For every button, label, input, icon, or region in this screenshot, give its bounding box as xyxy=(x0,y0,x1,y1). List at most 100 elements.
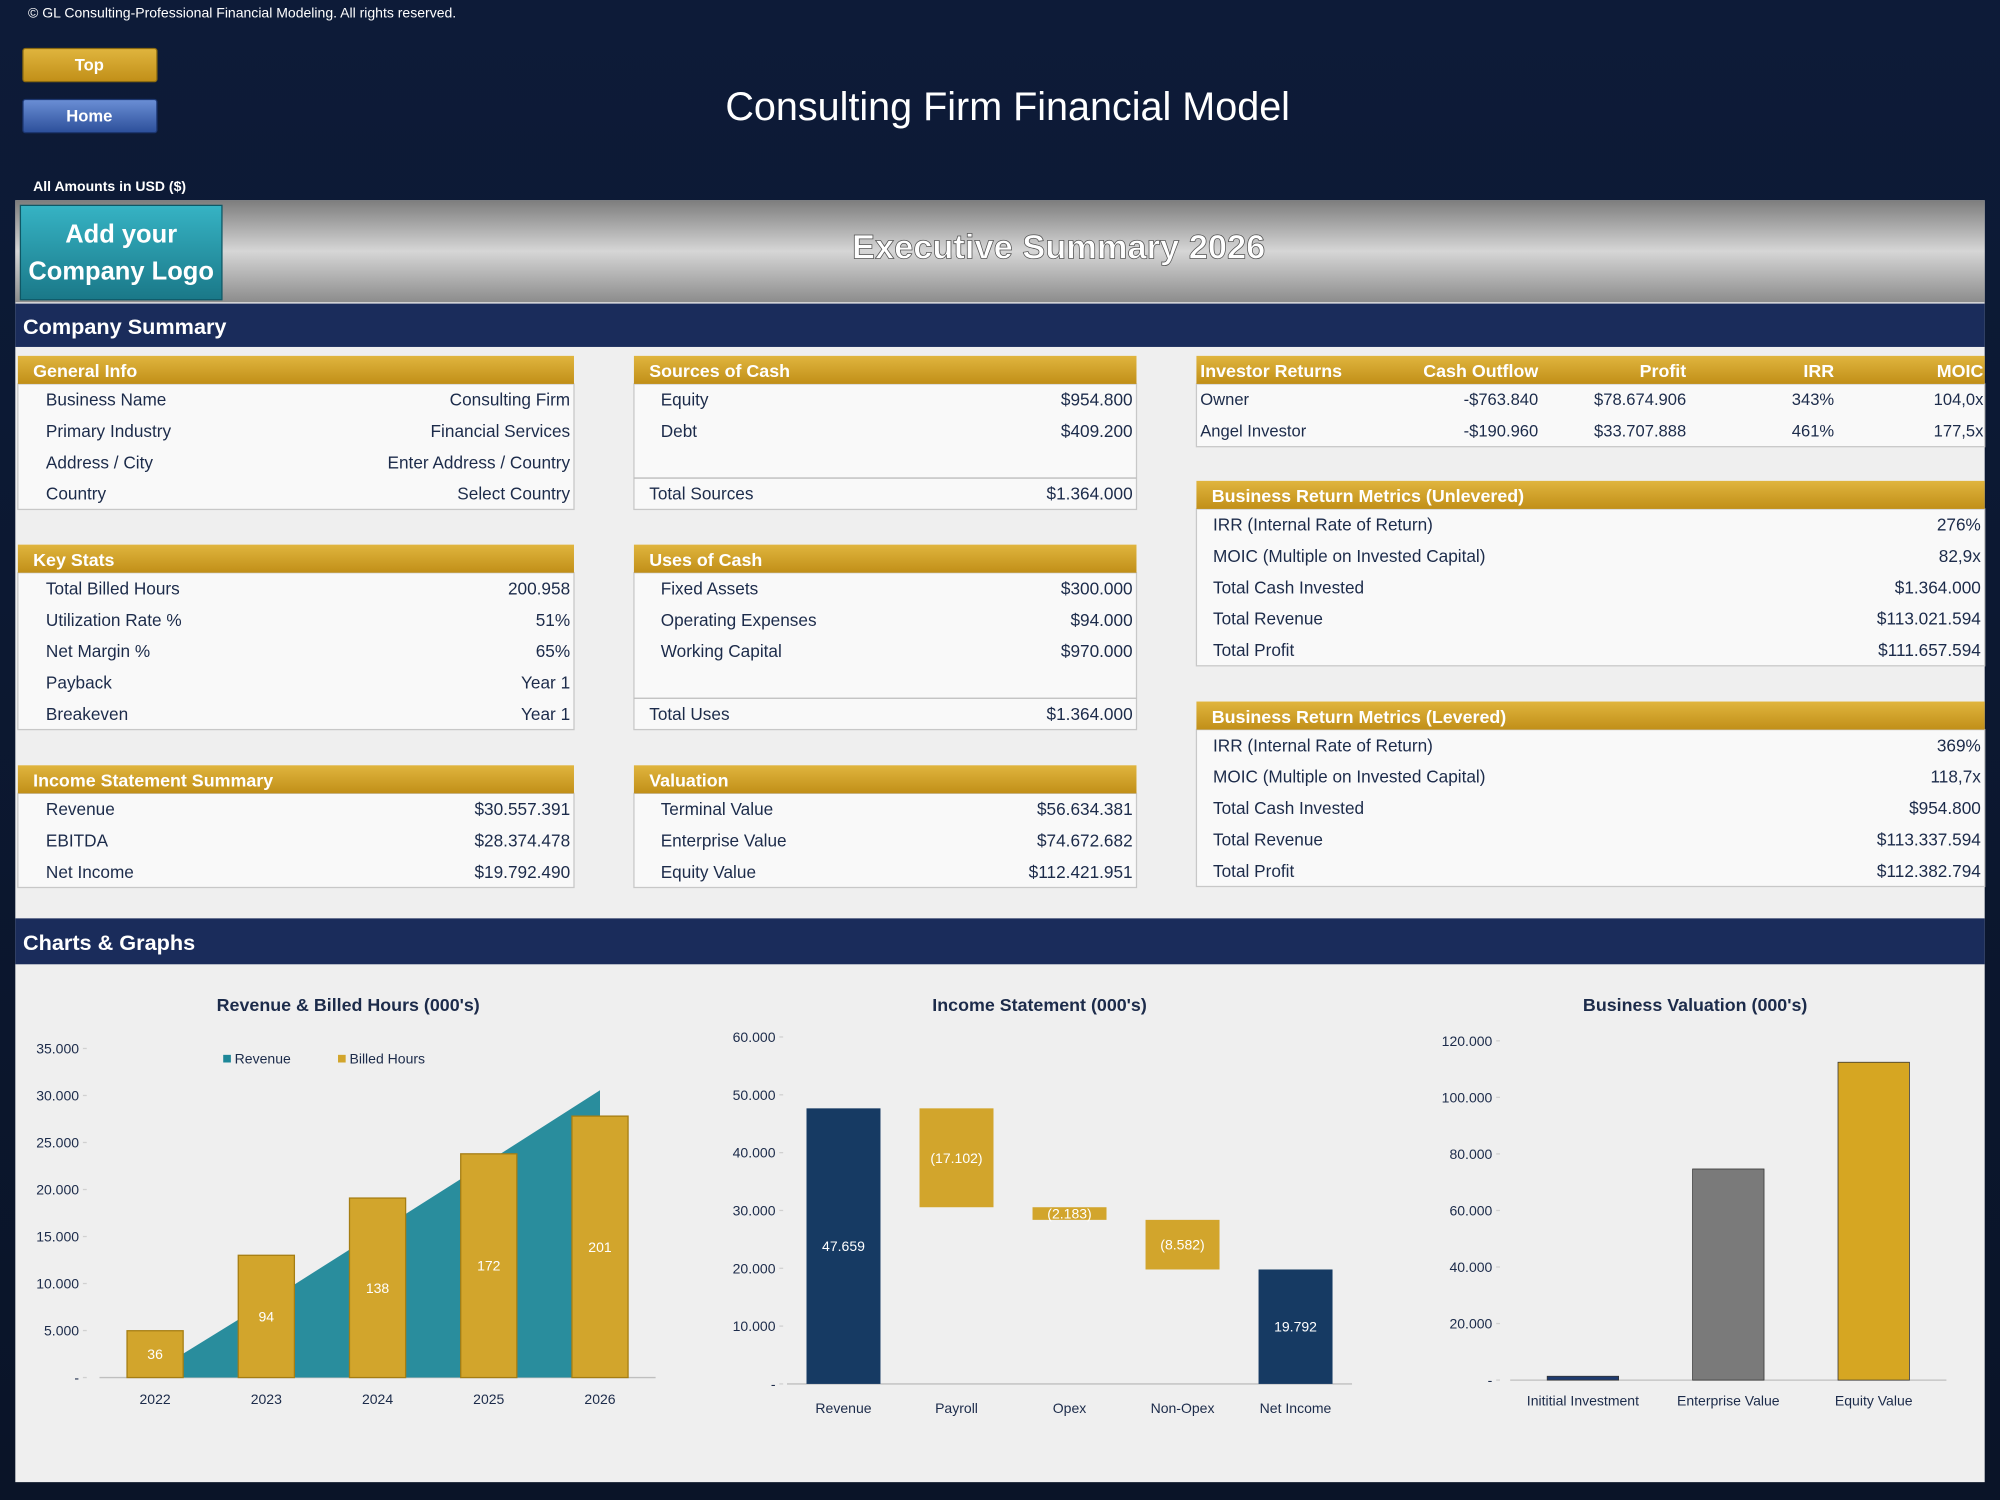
row-label: MOIC (Multiple on Invested Capital) xyxy=(1213,546,1485,566)
row-label: Total Revenue xyxy=(1213,609,1323,629)
x-tick-label: 2026 xyxy=(584,1391,615,1407)
row-value: $94.000 xyxy=(1070,610,1132,630)
y-tick-label: 10.000 xyxy=(733,1318,776,1334)
table-header xyxy=(17,765,574,794)
row-label: Fixed Assets xyxy=(661,578,759,598)
table-title: Sources of Cash xyxy=(649,361,790,381)
home-button-label[interactable]: Home xyxy=(66,107,112,126)
row-label: Total Billed Hours xyxy=(46,578,180,598)
row-value: 200.958 xyxy=(508,578,570,598)
row-value: Select Country xyxy=(457,484,570,504)
data-label: (2.183) xyxy=(1047,1206,1091,1222)
legend-label: Revenue xyxy=(235,1051,291,1067)
bar xyxy=(1145,1219,1220,1270)
data-label: 201 xyxy=(588,1239,612,1255)
row-label: IRR (Internal Rate of Return) xyxy=(1213,735,1433,755)
y-tick-label: 40.000 xyxy=(1449,1259,1492,1275)
data-label: (17.102) xyxy=(930,1150,982,1166)
y-tick-label: - xyxy=(771,1376,776,1392)
row-value: 118,7x xyxy=(1930,767,1981,787)
legend-label: Billed Hours xyxy=(349,1051,425,1067)
row-value: $1.364.000 xyxy=(1895,577,1981,597)
legend-swatch xyxy=(223,1054,231,1063)
data-label: 172 xyxy=(477,1258,501,1274)
data-label: 36 xyxy=(147,1346,163,1362)
y-tick-label: 25.000 xyxy=(36,1134,79,1150)
row-value: 276% xyxy=(1937,515,1981,535)
row-value: $113.021.594 xyxy=(1877,609,1981,629)
column-header: IRR xyxy=(1803,361,1834,381)
table-title: Uses of Cash xyxy=(649,550,762,570)
column-header: Investor Returns xyxy=(1200,361,1342,381)
row-label: Terminal Value xyxy=(661,799,774,819)
row-label: Utilization Rate % xyxy=(46,610,182,630)
logo-text: Add your xyxy=(65,221,177,249)
bar xyxy=(237,1254,296,1379)
row-value: $28.374.478 xyxy=(474,830,570,850)
table-header xyxy=(1196,701,1985,730)
table-title: Business Return Metrics (Levered) xyxy=(1212,707,1507,727)
x-tick-label: Non-Opex xyxy=(1151,1400,1215,1416)
row-label: Total Profit xyxy=(1213,861,1294,881)
x-tick-label: Revenue xyxy=(815,1400,871,1416)
bar xyxy=(1258,1269,1333,1384)
row-label: Total Revenue xyxy=(1213,829,1323,849)
top-button[interactable] xyxy=(22,47,158,83)
total-label: Total Sources xyxy=(649,484,753,504)
row-label: IRR (Internal Rate of Return) xyxy=(1213,515,1433,535)
table-body xyxy=(1195,383,1986,448)
chart-title: Business Valuation (000's) xyxy=(1583,995,1807,1015)
table-title: General Info xyxy=(33,361,137,381)
x-tick-label: Net Income xyxy=(1260,1400,1332,1416)
y-tick-label: 80.000 xyxy=(1449,1146,1492,1162)
currency-note: All Amounts in USD ($) xyxy=(33,178,186,194)
section-bar xyxy=(15,303,1985,347)
y-tick-label: 60.000 xyxy=(733,1029,776,1045)
row-label: Working Capital xyxy=(661,641,782,661)
x-tick-label: 2025 xyxy=(473,1391,504,1407)
column-header: Profit xyxy=(1640,361,1687,381)
row-label: Net Income xyxy=(46,862,134,882)
x-tick-label: Enterprise Value xyxy=(1677,1393,1780,1409)
page-title: Consulting Firm Financial Model xyxy=(725,85,1290,129)
top-button-label[interactable]: Top xyxy=(75,56,104,75)
row-value: $300.000 xyxy=(1061,578,1133,598)
table-body xyxy=(633,792,1138,889)
row-value: $74.672.682 xyxy=(1037,830,1133,850)
y-tick-label: 35.000 xyxy=(36,1040,79,1056)
bar xyxy=(571,1115,629,1379)
y-tick-label: 40.000 xyxy=(733,1145,776,1161)
row-label: Equity xyxy=(661,390,709,410)
row-label: Net Margin % xyxy=(46,641,150,661)
section-title: Company Summary xyxy=(23,314,227,339)
row-value: Enter Address / Country xyxy=(388,452,571,472)
data-label: 94 xyxy=(259,1308,275,1324)
table-cell: 461% xyxy=(1792,421,1835,440)
row-value: 82,9x xyxy=(1939,546,1981,566)
x-tick-label: 2022 xyxy=(140,1391,171,1407)
table-cell: -$763.840 xyxy=(1464,390,1539,409)
row-value: $954.800 xyxy=(1061,390,1133,410)
table-header xyxy=(633,355,1137,384)
row-label: Country xyxy=(46,484,107,504)
row-label: Debt xyxy=(661,421,698,441)
table-cell: $78.674.906 xyxy=(1594,390,1686,409)
column-header: MOIC xyxy=(1937,361,1984,381)
y-tick-label: 20.000 xyxy=(733,1260,776,1276)
total-value: $1.364.000 xyxy=(1047,484,1133,504)
table-body xyxy=(633,383,1138,511)
y-tick-label: 100.000 xyxy=(1442,1089,1493,1105)
row-label: Primary Industry xyxy=(46,421,172,441)
table-cell: Owner xyxy=(1200,390,1249,409)
row-label: Total Cash Invested xyxy=(1213,798,1364,818)
total-label: Total Uses xyxy=(649,704,729,724)
table-cell: -$190.960 xyxy=(1464,421,1539,440)
y-tick-label: 15.000 xyxy=(36,1229,79,1245)
row-label: Address / City xyxy=(46,452,153,472)
home-button[interactable] xyxy=(22,98,158,134)
section-bar xyxy=(15,918,1985,965)
bar xyxy=(806,1108,881,1384)
table-header xyxy=(1196,480,1985,509)
table-title: Business Return Metrics (Unlevered) xyxy=(1212,486,1524,506)
table-body xyxy=(1195,728,1986,888)
